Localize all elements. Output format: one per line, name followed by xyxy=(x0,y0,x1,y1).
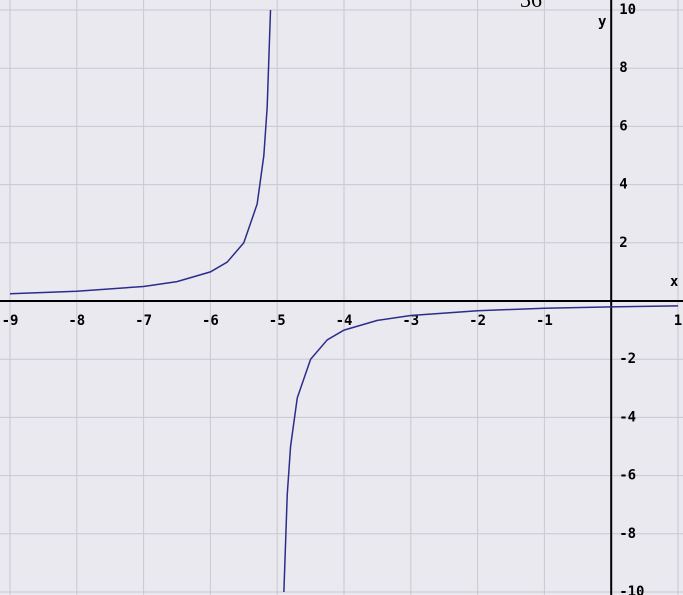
x-tick-label: -5 xyxy=(269,313,286,329)
y-tick-label: 6 xyxy=(619,118,627,134)
y-tick-label: 2 xyxy=(619,235,627,251)
y-tick-label: -6 xyxy=(619,468,636,484)
x-tick-label: -8 xyxy=(68,313,85,329)
y-tick-label: -4 xyxy=(619,409,636,425)
x-tick-label: -1 xyxy=(536,313,553,329)
y-tick-label: -8 xyxy=(619,526,636,542)
x-axis-label: x xyxy=(670,274,679,290)
y-tick-label: 4 xyxy=(619,177,627,193)
y-tick-label: 8 xyxy=(619,60,627,76)
x-tick-label: -7 xyxy=(135,313,152,329)
y-tick-label: -2 xyxy=(619,351,636,367)
x-tick-label: -4 xyxy=(336,313,353,329)
y-tick-label: 10 xyxy=(619,2,636,18)
x-tick-label: -9 xyxy=(2,313,19,329)
x-tick-label: 1 xyxy=(674,313,682,329)
x-tick-label: -6 xyxy=(202,313,219,329)
x-tick-label: -2 xyxy=(469,313,486,329)
y-tick-label: -10 xyxy=(619,584,644,595)
page-number: 36 xyxy=(520,0,542,12)
curve xyxy=(9,9,679,593)
y-axis-label: y xyxy=(598,14,607,30)
x-tick-label: -3 xyxy=(402,313,419,329)
